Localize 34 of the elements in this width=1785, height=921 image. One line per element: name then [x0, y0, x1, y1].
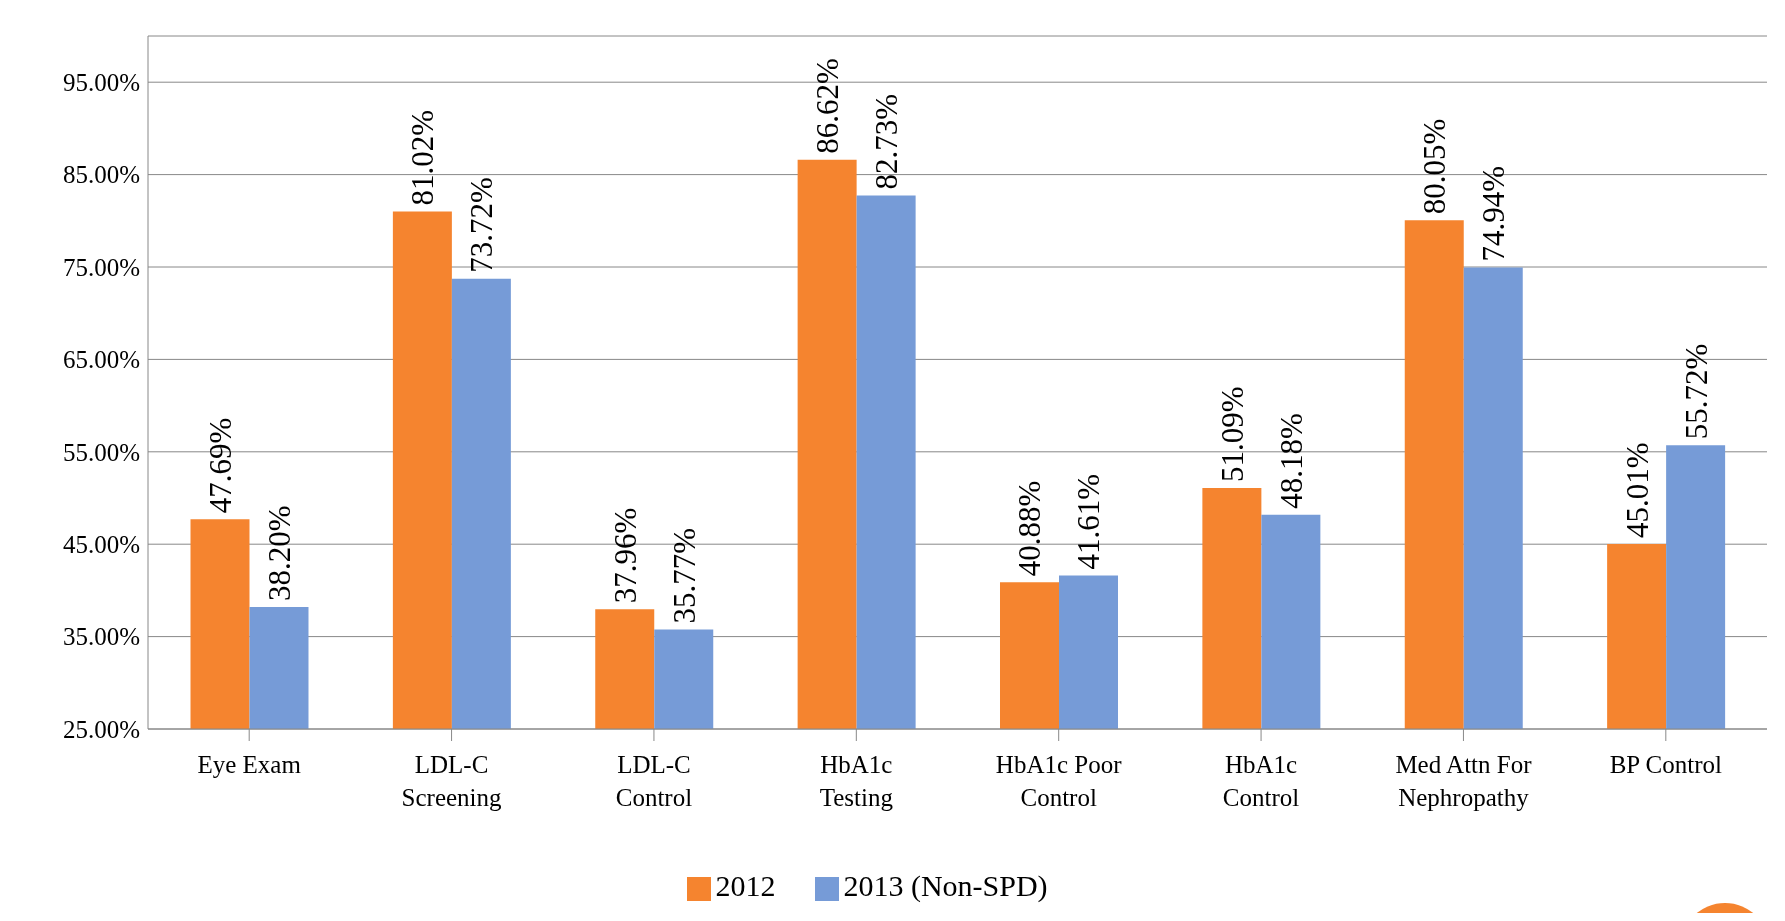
data-label: 35.77%	[666, 527, 702, 624]
legend-label: 2013 (Non-SPD)	[843, 869, 1048, 902]
data-label: 73.72%	[464, 177, 500, 273]
x-tick-label: HbA1c Control	[1222, 751, 1300, 811]
y-tick-label: 35.00%	[62, 623, 140, 651]
data-label: 37.96%	[607, 507, 643, 604]
data-label: 86.62%	[810, 58, 846, 154]
x-tick-label: Eye Exam	[197, 751, 302, 778]
y-tick-label: 75.00%	[62, 253, 140, 281]
y-tick-label: 25.00%	[62, 715, 140, 743]
data-label: 38.20%	[262, 505, 297, 602]
y-tick-label: 85.00%	[62, 161, 140, 189]
x-tick-label: LDL-C Screening	[401, 751, 503, 811]
legend-label: 2012	[715, 869, 776, 902]
data-label: 51.09%	[1214, 386, 1250, 482]
y-tick-label: 45.00%	[62, 531, 140, 559]
x-tick-label: LDL-C Control	[615, 751, 693, 811]
data-label: 41.61%	[1071, 473, 1107, 570]
data-label: 82.73%	[869, 94, 905, 190]
data-label: 48.18%	[1273, 413, 1309, 509]
data-label: 45.01%	[1619, 442, 1655, 539]
data-label: 81.02%	[405, 109, 441, 206]
data-label: 47.69%	[203, 417, 238, 514]
y-tick-label: 55.00%	[62, 438, 140, 466]
x-tick-label: HbA1c Testing	[819, 751, 894, 811]
x-tick-label: BP Control	[1609, 751, 1723, 778]
data-label: 80.05%	[1417, 118, 1453, 215]
data-label: 40.88%	[1012, 480, 1048, 577]
data-label: 74.94%	[1476, 165, 1512, 262]
x-tick-label: Med Attn For Nephropathy	[1395, 751, 1533, 811]
y-tick-label: 65.00%	[62, 346, 140, 374]
y-tick-label: 95.00%	[62, 69, 140, 97]
data-label: 55.72%	[1678, 343, 1714, 440]
x-tick-label: HbA1c Poor Control	[995, 751, 1123, 811]
